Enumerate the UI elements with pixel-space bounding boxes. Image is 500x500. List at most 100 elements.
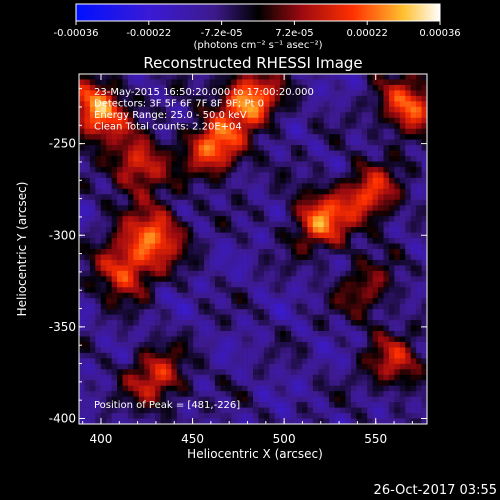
- heatmap-cell: [334, 194, 341, 201]
- x-tick-label: 450: [181, 432, 204, 446]
- heatmap-cell: [356, 276, 363, 283]
- heatmap-cell: [329, 90, 335, 97]
- heatmap-cell: [307, 199, 314, 206]
- heatmap-cell: [258, 418, 265, 424]
- heatmap-cell: [182, 276, 189, 283]
- heatmap-cell: [263, 418, 270, 424]
- heatmap-cell: [84, 177, 91, 184]
- heatmap-cell: [220, 95, 227, 102]
- heatmap-cell: [269, 259, 276, 266]
- heatmap-cell: [323, 188, 330, 195]
- heatmap-cell: [367, 358, 373, 365]
- heatmap-cell: [383, 292, 390, 299]
- heatmap-cell: [127, 402, 134, 408]
- heatmap-cell: [176, 352, 183, 359]
- heatmap-cell: [138, 150, 145, 157]
- heatmap-cell: [160, 341, 167, 348]
- heatmap-cell: [89, 298, 96, 304]
- heatmap-cell: [421, 391, 427, 397]
- heatmap-cell: [323, 309, 330, 315]
- heatmap-cell: [133, 238, 140, 244]
- heatmap-cell: [176, 265, 183, 272]
- heatmap-cell: [171, 413, 178, 419]
- heatmap-cell: [269, 172, 276, 179]
- heatmap-cell: [350, 166, 357, 173]
- heatmap-cell: [155, 84, 161, 91]
- heatmap-cell: [378, 363, 384, 370]
- heatmap-cell: [312, 385, 319, 392]
- heatmap-cell: [133, 270, 140, 277]
- heatmap-cell: [399, 74, 406, 80]
- heatmap-cell: [106, 221, 112, 228]
- heatmap-cell: [318, 227, 324, 233]
- heatmap-cell: [399, 221, 406, 228]
- heatmap-cell: [204, 161, 210, 168]
- heatmap-cell: [193, 139, 199, 146]
- heatmap-cell: [323, 172, 330, 179]
- heatmap-cell: [193, 106, 199, 113]
- heatmap-cell: [421, 287, 427, 294]
- heatmap-cell: [307, 331, 314, 337]
- heatmap-cell: [416, 374, 422, 381]
- heatmap-cell: [416, 150, 422, 157]
- heatmap-cell: [106, 325, 112, 332]
- heatmap-cell: [106, 90, 112, 97]
- heatmap-cell: [89, 161, 96, 168]
- heatmap-cell: [111, 276, 118, 283]
- heatmap-cell: [372, 177, 379, 184]
- heatmap-cell: [231, 331, 237, 337]
- heatmap-cell: [95, 358, 102, 365]
- heatmap-cell: [253, 150, 259, 157]
- heatmap-cell: [225, 232, 232, 239]
- heatmap-cell: [361, 265, 368, 272]
- heatmap-cell: [89, 166, 96, 173]
- heatmap-cell: [182, 150, 189, 157]
- heatmap-cell: [122, 352, 129, 359]
- heatmap-cell: [410, 281, 417, 288]
- heatmap-cell: [209, 254, 216, 261]
- heatmap-cell: [318, 385, 324, 392]
- heatmap-cell: [416, 79, 422, 86]
- heatmap-cell: [399, 172, 406, 179]
- heatmap-cell: [79, 134, 85, 140]
- heatmap-cell: [155, 331, 161, 337]
- heatmap-cell: [144, 177, 150, 184]
- heatmap-cell: [301, 232, 308, 239]
- heatmap-cell: [166, 418, 172, 424]
- heatmap-cell: [253, 303, 259, 310]
- heatmap-cell: [301, 79, 308, 86]
- heatmap-cell: [204, 243, 210, 250]
- heatmap-cell: [111, 79, 118, 86]
- heatmap-cell: [144, 320, 150, 326]
- heatmap-cell: [231, 418, 237, 424]
- heatmap-cell: [329, 95, 335, 102]
- heatmap-cell: [187, 101, 194, 108]
- heatmap-cell: [323, 139, 330, 146]
- heatmap-cell: [367, 177, 373, 184]
- heatmap-cell: [383, 270, 390, 277]
- heatmap-cell: [416, 314, 422, 321]
- heatmap-cell: [247, 117, 254, 124]
- heatmap-cell: [383, 369, 390, 376]
- heatmap-cell: [127, 331, 134, 337]
- heatmap-cell: [214, 331, 221, 337]
- heatmap-cell: [117, 134, 123, 140]
- heatmap-cell: [291, 347, 297, 354]
- heatmap-cell: [383, 347, 390, 354]
- heatmap-cell: [182, 117, 189, 124]
- heatmap-cell: [236, 391, 243, 397]
- heatmap-cell: [133, 205, 140, 212]
- heatmap-cell: [350, 369, 357, 376]
- heatmap-cell: [388, 281, 395, 288]
- heatmap-cell: [214, 325, 221, 332]
- heatmap-cell: [258, 101, 265, 108]
- heatmap-cell: [356, 407, 363, 414]
- heatmap-cell: [236, 139, 243, 146]
- heatmap-cell: [323, 227, 330, 233]
- heatmap-cell: [340, 380, 346, 387]
- heatmap-cell: [405, 177, 411, 184]
- heatmap-cell: [318, 90, 324, 97]
- heatmap-cell: [138, 101, 145, 108]
- heatmap-cell: [296, 281, 303, 288]
- heatmap-cell: [166, 281, 172, 288]
